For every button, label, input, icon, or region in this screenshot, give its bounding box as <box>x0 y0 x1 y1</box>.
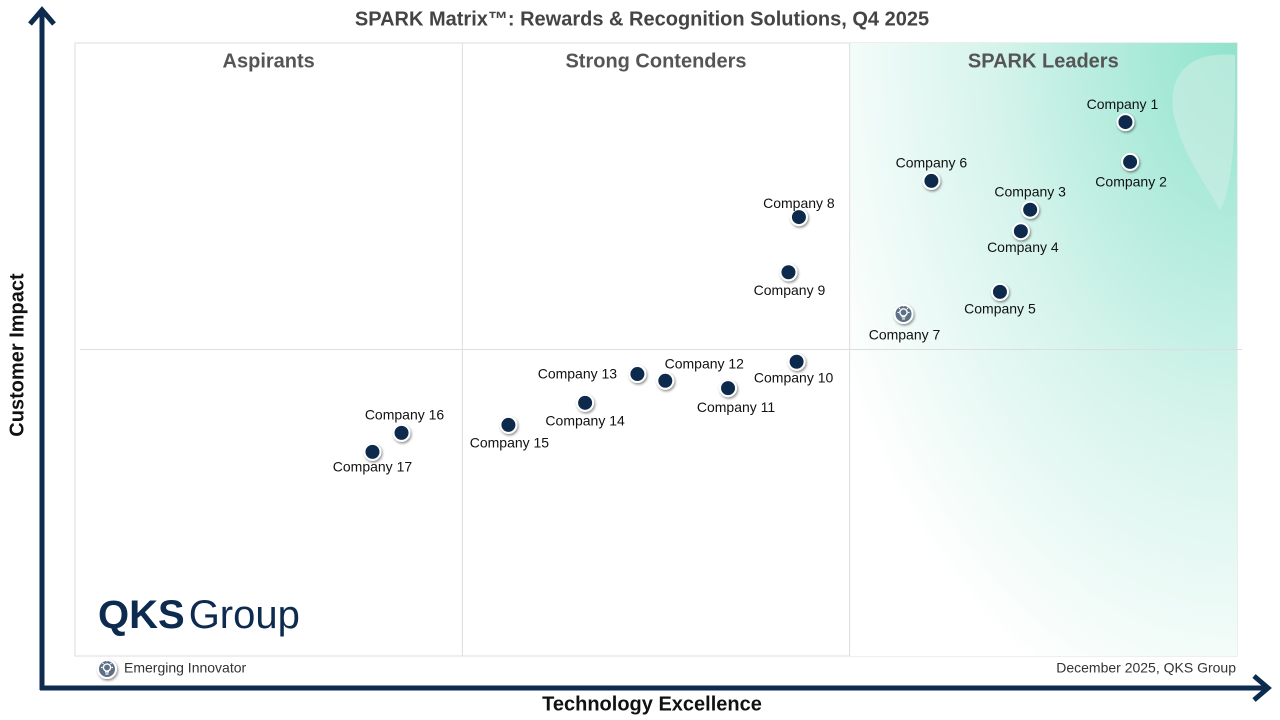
point-label: Company 14 <box>545 413 625 429</box>
point <box>499 415 518 434</box>
point <box>922 171 941 190</box>
region-label: Aspirants <box>223 50 315 72</box>
point <box>363 442 382 461</box>
logo-bold: QKS <box>98 593 185 637</box>
bulb-icon <box>899 308 908 317</box>
footer: December 2025, QKS Group <box>1056 660 1236 676</box>
point <box>779 263 798 282</box>
region-label: Strong Contenders <box>565 50 746 72</box>
point-label: Company 1 <box>1087 96 1159 112</box>
point <box>1116 113 1135 132</box>
point-label: Company 4 <box>987 239 1059 255</box>
point-label: Company 11 <box>697 399 776 415</box>
point-label: Company 5 <box>964 301 1036 317</box>
point-label: Company 2 <box>1095 174 1167 190</box>
point <box>719 379 738 398</box>
point <box>576 393 595 412</box>
region-label: SPARK Leaders <box>968 50 1119 72</box>
logo: QKS Group <box>98 593 300 637</box>
point <box>787 352 806 371</box>
point <box>628 365 647 384</box>
point-label: Company 8 <box>763 195 835 211</box>
point-label: Company 12 <box>665 355 745 371</box>
plot-area: Aspirants Strong Contenders SPARK Leaders C… <box>74 42 1242 657</box>
bulb-icon <box>897 304 910 320</box>
emerging-point <box>893 303 914 324</box>
point <box>1121 152 1140 171</box>
point <box>1011 222 1030 241</box>
point-label: Company 16 <box>365 407 445 423</box>
point <box>656 371 675 390</box>
point-label: Company 6 <box>896 155 968 171</box>
point-label: Company 15 <box>470 435 550 451</box>
point-label: Company 13 <box>538 366 618 382</box>
logo-light: Group <box>189 593 300 637</box>
point <box>392 423 411 442</box>
y-axis-arrow <box>28 6 56 690</box>
point-label: Company 7 <box>869 327 941 343</box>
point <box>1021 200 1040 219</box>
bulb-icon <box>101 660 113 675</box>
bulb-icon <box>102 663 112 672</box>
point <box>789 208 808 227</box>
legend-marker <box>97 659 117 679</box>
chart-title: SPARK Matrix™: Rewards & Recognition Sol… <box>355 8 929 30</box>
point-label: Company 10 <box>754 369 834 385</box>
y-axis-label: Customer Impact <box>6 273 28 437</box>
legend-label: Emerging Innovator <box>124 660 247 676</box>
point-label: Company 9 <box>754 282 826 298</box>
point-label: Company 3 <box>994 183 1066 199</box>
decoration <box>1172 54 1236 211</box>
point-label: Company 17 <box>333 459 413 475</box>
x-axis-arrow <box>40 674 1272 702</box>
point <box>990 282 1009 301</box>
x-axis-label: Technology Excellence <box>542 693 762 715</box>
